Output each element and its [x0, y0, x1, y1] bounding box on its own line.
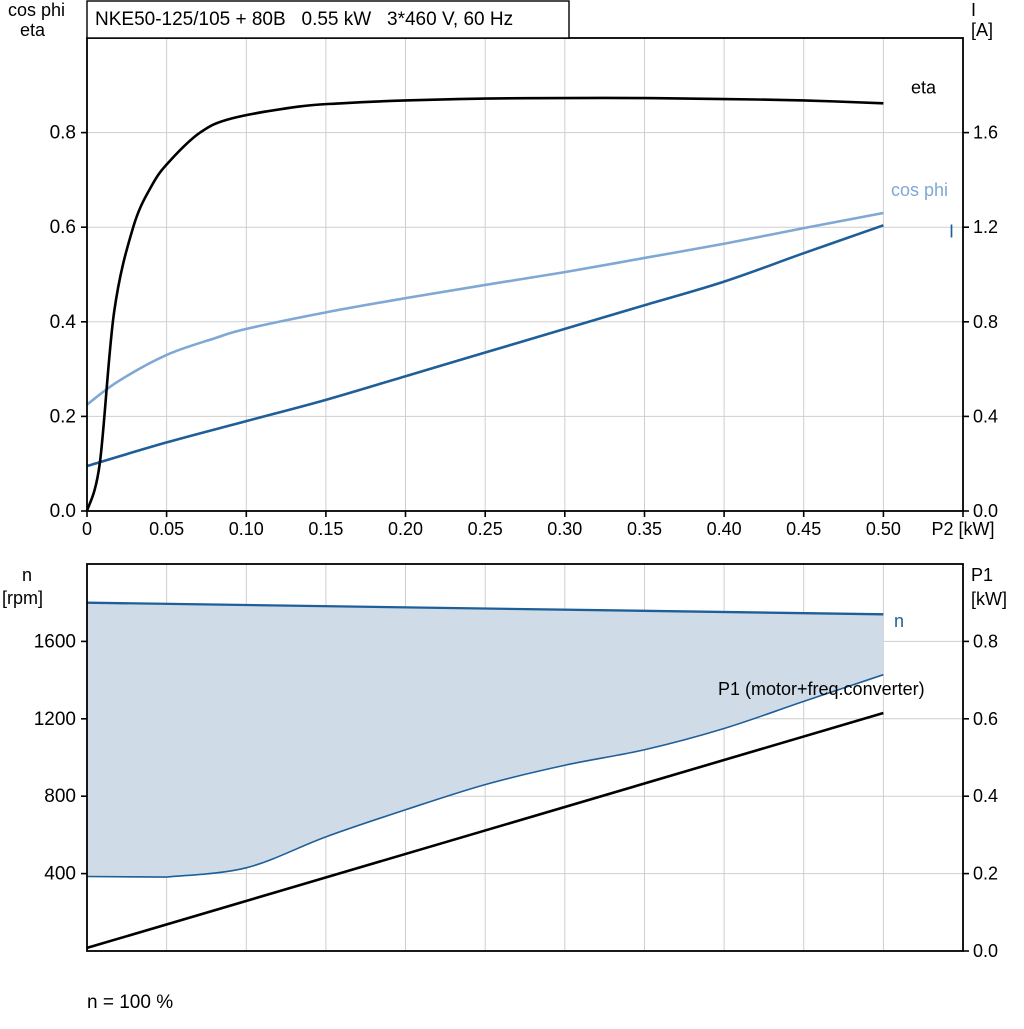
svg-text:0: 0	[82, 519, 92, 539]
svg-text:0.50: 0.50	[866, 519, 901, 539]
svg-text:0.8: 0.8	[973, 631, 998, 651]
svg-text:cos phi: cos phi	[8, 0, 65, 20]
svg-text:0.4: 0.4	[973, 786, 998, 806]
svg-text:0.2: 0.2	[50, 406, 76, 427]
svg-text:0.4: 0.4	[50, 312, 77, 333]
svg-text:0.0: 0.0	[50, 501, 76, 522]
svg-text:NKE50-125/105 + 80B 0.55 kW: NKE50-125/105 + 80B 0.55 kW 3*460 V, 60 …	[95, 9, 513, 30]
svg-text:0.10: 0.10	[229, 519, 264, 539]
svg-text:[rpm]: [rpm]	[2, 588, 43, 608]
svg-text:n: n	[22, 565, 32, 585]
svg-text:0.6: 0.6	[50, 217, 76, 238]
svg-text:0.25: 0.25	[468, 519, 503, 539]
svg-text:0.40: 0.40	[707, 519, 742, 539]
svg-text:P1: P1	[971, 565, 993, 585]
svg-text:1.2: 1.2	[973, 217, 998, 237]
svg-text:[A]: [A]	[971, 20, 993, 40]
svg-text:0.35: 0.35	[627, 519, 662, 539]
svg-text:1200: 1200	[34, 709, 76, 730]
svg-text:n: n	[894, 611, 904, 631]
svg-text:800: 800	[44, 786, 76, 807]
svg-text:0.30: 0.30	[547, 519, 582, 539]
svg-text:n = 100 %: n = 100 %	[87, 992, 173, 1013]
svg-text:P1 (motor+freq.converter): P1 (motor+freq.converter)	[718, 679, 925, 699]
svg-text:0.20: 0.20	[388, 519, 423, 539]
svg-text:0.0: 0.0	[973, 501, 998, 521]
svg-text:0.6: 0.6	[973, 709, 998, 729]
svg-text:1.6: 1.6	[973, 123, 998, 143]
svg-text:1600: 1600	[34, 631, 76, 652]
svg-text:400: 400	[44, 864, 76, 885]
svg-text:P2 [kW]: P2 [kW]	[931, 519, 994, 539]
svg-text:0.4: 0.4	[973, 406, 998, 426]
svg-text:I: I	[949, 221, 954, 241]
svg-text:0.8: 0.8	[973, 312, 998, 332]
svg-text:eta: eta	[911, 77, 937, 97]
svg-text:eta: eta	[20, 20, 46, 40]
svg-text:0.0: 0.0	[973, 941, 998, 961]
svg-text:[kW]: [kW]	[971, 589, 1007, 609]
svg-text:0.8: 0.8	[50, 123, 76, 144]
svg-text:I: I	[971, 0, 976, 20]
svg-text:0.2: 0.2	[973, 864, 998, 884]
svg-text:0.45: 0.45	[786, 519, 821, 539]
svg-text:cos phi: cos phi	[891, 180, 948, 200]
svg-text:0.15: 0.15	[308, 519, 343, 539]
svg-text:0.05: 0.05	[149, 519, 184, 539]
